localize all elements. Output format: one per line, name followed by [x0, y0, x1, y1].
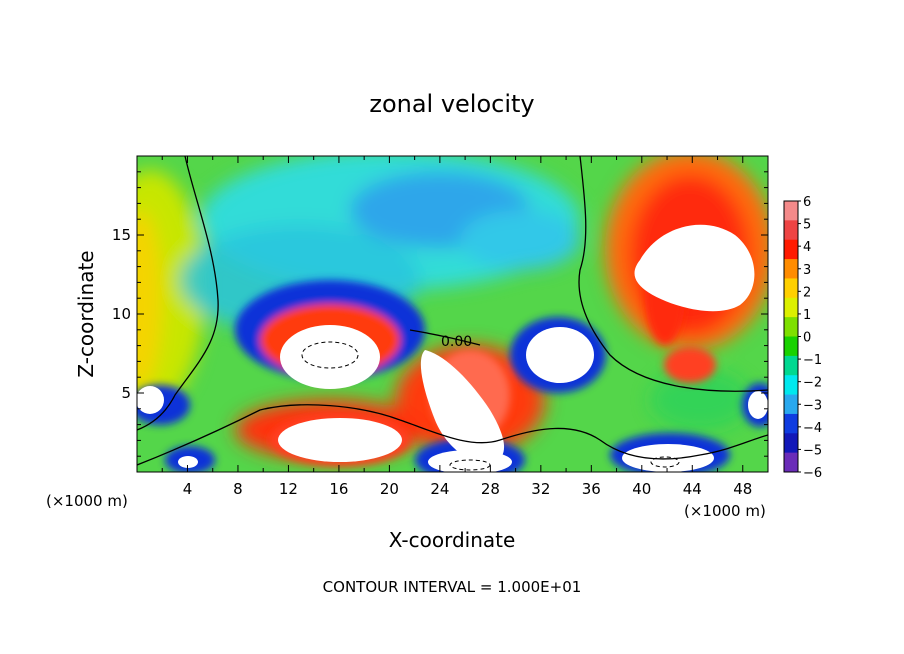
x-axis-title: X-coordinate [389, 528, 516, 552]
colorbar-label: −2 [803, 376, 822, 391]
y-tick-label: 10 [112, 305, 131, 323]
colorbar-label: 0 [803, 331, 811, 346]
colorbar-swatch [784, 336, 798, 357]
colorbar-label: 2 [803, 285, 811, 300]
colorbar-swatch [784, 433, 798, 454]
colorbar-swatch [784, 375, 798, 396]
colorbar-label: 4 [803, 240, 811, 255]
x-tick-label: 4 [183, 480, 193, 498]
colorbar-swatch [784, 259, 798, 279]
colorbar-swatch [784, 220, 798, 241]
colorbar-swatch [784, 452, 798, 473]
colorbar-swatch [784, 355, 798, 376]
plot-area: 0.00 [137, 156, 768, 472]
x-tick-label: 44 [683, 480, 702, 498]
x-tick-label: 40 [632, 480, 651, 498]
y-axis-title: Z-coordinate [74, 250, 98, 377]
colorbar-swatch [784, 278, 798, 299]
colorbar-label: −6 [803, 466, 822, 481]
colorbar-swatch [784, 317, 798, 337]
x-tick-label: 16 [329, 480, 348, 498]
contour-interval-note: CONTOUR INTERVAL = 1.000E+01 [323, 578, 582, 596]
y-axis: 5 10 15 [112, 171, 768, 457]
colorbar-swatch [784, 413, 798, 434]
x-tick-label: 24 [430, 480, 449, 498]
colorbar-label: 3 [803, 263, 811, 278]
colorbar-label: 6 [803, 195, 811, 210]
chart-title: zonal velocity [369, 90, 534, 118]
colorbar-swatch [784, 297, 798, 318]
x-tick-label: 20 [380, 480, 399, 498]
colorbar-label: −4 [803, 421, 822, 436]
x-tick-label: 28 [481, 480, 500, 498]
colorbar-swatch [784, 394, 798, 415]
x-unit-label-right: (×1000 m) [684, 502, 766, 520]
x-tick-label: 8 [233, 480, 243, 498]
x-tick-label: 36 [582, 480, 601, 498]
colorbar-label: −1 [803, 353, 822, 368]
x-tick-label: 32 [531, 480, 550, 498]
contour-label: 0.00 [441, 334, 472, 350]
y-tick-label: 5 [121, 384, 131, 402]
colorbar-label: −3 [803, 398, 822, 413]
colorbar-label: 1 [803, 308, 811, 323]
colorbar-swatch [784, 239, 798, 260]
y-tick-label: 15 [112, 226, 131, 244]
colorbar: 6 5 4 3 2 1 0 −1 −2 −3 −4 −5 −6 [783, 195, 822, 481]
x-axis: 4 8 12 16 20 24 28 32 36 40 44 48 [161, 156, 752, 498]
x-tick-label: 12 [279, 480, 298, 498]
x-tick-label: 48 [733, 480, 752, 498]
x-unit-label: (×1000 m) [46, 492, 128, 510]
colorbar-swatch [784, 201, 798, 221]
colorbar-label: −5 [803, 443, 822, 458]
colorbar-label: 5 [803, 218, 811, 233]
